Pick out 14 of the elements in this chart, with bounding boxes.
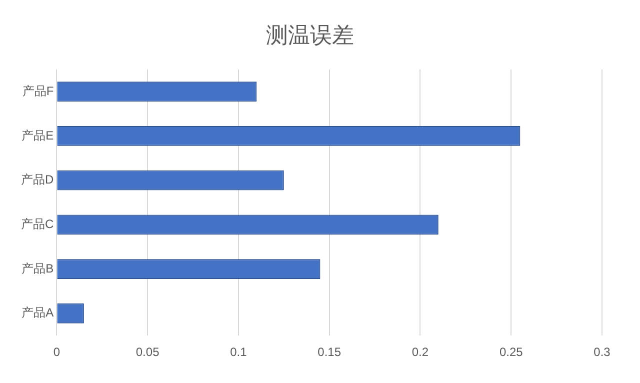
x-tick-label: 0.1 (230, 345, 248, 360)
chart-title: 测温误差 (266, 22, 354, 48)
y-tick-label: 产品C (20, 216, 54, 231)
x-tick-label: 0.15 (318, 345, 342, 360)
x-tick-label: 0 (53, 345, 60, 360)
x-tick-label: 0.05 (136, 345, 160, 360)
x-tick-label: 0.2 (412, 345, 429, 360)
x-tick-label: 0.3 (594, 345, 611, 360)
y-tick-label: 产品E (22, 128, 54, 142)
y-tick-label: 产品F (22, 84, 54, 98)
x-tick-label: 0.25 (499, 345, 524, 360)
y-tick-label: 产品D (20, 172, 54, 187)
y-tick-label: 产品A (22, 306, 54, 320)
y-tick-label: 产品B (22, 261, 54, 276)
